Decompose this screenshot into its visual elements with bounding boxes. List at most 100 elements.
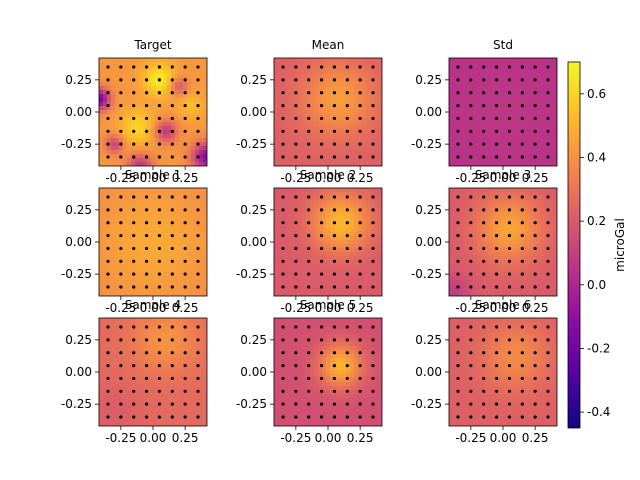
heatmap-cell	[290, 126, 295, 131]
heatmap-cell	[533, 248, 538, 253]
heatmap-cell	[187, 240, 192, 245]
heatmap-cell	[473, 86, 478, 91]
heatmap-cell	[358, 268, 363, 273]
heatmap-cell	[314, 110, 319, 115]
heatmap-cell	[99, 62, 104, 67]
heatmap-cell	[517, 264, 522, 269]
heatmap-cell	[199, 256, 204, 261]
heatmap-cell	[509, 292, 514, 296]
station-point	[533, 195, 537, 199]
station-point	[507, 142, 512, 146]
heatmap-cell	[461, 252, 466, 257]
heatmap-cell	[278, 150, 283, 155]
heatmap-cell	[461, 90, 466, 95]
heatmap-cell	[111, 102, 116, 107]
heatmap-cell	[326, 240, 331, 245]
heatmap-cell	[469, 224, 474, 229]
heatmap-cell	[374, 118, 379, 123]
station-point	[144, 208, 149, 212]
heatmap-cell	[322, 154, 327, 159]
heatmap-cell	[167, 260, 172, 265]
heatmap-cell	[346, 252, 351, 257]
heatmap-cell	[481, 280, 486, 285]
heatmap-cell	[485, 208, 490, 213]
station-point	[119, 272, 123, 276]
heatmap-cell	[298, 58, 303, 63]
heatmap-cell	[167, 118, 172, 123]
heatmap-cell	[537, 292, 542, 296]
heatmap-cell	[533, 224, 538, 229]
heatmap-cell	[362, 154, 367, 159]
heatmap-cell	[175, 114, 180, 119]
heatmap-cell	[481, 248, 486, 253]
heatmap-cell	[485, 272, 490, 277]
heatmap-cell	[505, 74, 510, 79]
heatmap-cell	[119, 106, 124, 111]
heatmap-cell	[370, 150, 375, 155]
heatmap-cell	[314, 208, 319, 213]
heatmap-cell	[517, 244, 522, 249]
heatmap-cell	[310, 260, 315, 265]
heatmap-cell	[350, 196, 355, 201]
heatmap-cell	[278, 98, 283, 103]
heatmap-cell	[203, 208, 207, 213]
heatmap-cell	[529, 284, 534, 289]
heatmap-cell	[378, 240, 382, 245]
heatmap-cell	[449, 94, 454, 99]
heatmap-cell	[553, 122, 557, 127]
heatmap-cell	[278, 192, 283, 197]
heatmap-cell	[362, 74, 367, 79]
heatmap-cell	[517, 276, 522, 281]
heatmap-cell	[473, 106, 478, 111]
heatmap-cell	[298, 192, 303, 197]
heatmap-cell	[529, 188, 534, 193]
heatmap-cell	[334, 256, 339, 261]
heatmap-cell	[115, 366, 120, 371]
heatmap-cell	[545, 240, 550, 245]
heatmap-cell	[545, 158, 550, 163]
heatmap-cell	[131, 150, 136, 155]
station-point	[281, 246, 285, 251]
heatmap-cell	[326, 58, 331, 63]
heatmap-cell	[135, 260, 140, 265]
heatmap-cell	[99, 102, 104, 107]
heatmap-cell	[302, 126, 307, 131]
heatmap-cell	[366, 252, 371, 257]
heatmap-cell	[457, 162, 462, 166]
heatmap-cell	[310, 276, 315, 281]
heatmap-cell	[334, 212, 339, 217]
heatmap-cell	[103, 272, 108, 277]
heatmap-cell	[497, 256, 502, 261]
heatmap-cell	[374, 280, 379, 285]
heatmap-cell	[493, 58, 498, 63]
heatmap-cell	[513, 110, 518, 115]
heatmap-cell	[171, 204, 176, 209]
heatmap-cell	[537, 130, 542, 135]
heatmap-cell	[350, 74, 355, 79]
y-tick-label: -0.25	[411, 137, 442, 151]
heatmap-cell	[187, 264, 192, 269]
heatmap-cell	[505, 94, 510, 99]
heatmap-cell	[453, 188, 458, 193]
heatmap-cell	[493, 74, 498, 79]
heatmap-cell	[278, 106, 283, 111]
heatmap-cell	[509, 228, 514, 233]
heatmap-cell	[167, 102, 172, 107]
heatmap-cell	[183, 110, 188, 115]
heatmap-cell	[342, 58, 347, 63]
heatmap-cell	[517, 248, 522, 253]
heatmap-cell	[294, 288, 299, 293]
heatmap-cell	[537, 74, 542, 79]
heatmap-cell	[127, 78, 132, 83]
heatmap-cell	[302, 292, 307, 296]
heatmap-cell	[318, 236, 323, 241]
heatmap-cell	[497, 70, 502, 75]
heatmap-cell	[489, 220, 494, 225]
heatmap-cell	[171, 232, 176, 237]
heatmap-cell	[155, 208, 160, 213]
heatmap-cell	[533, 280, 538, 285]
heatmap-cell	[171, 244, 176, 249]
heatmap-cell	[135, 188, 140, 193]
heatmap-cell	[103, 102, 108, 107]
heatmap-cell	[370, 110, 375, 115]
